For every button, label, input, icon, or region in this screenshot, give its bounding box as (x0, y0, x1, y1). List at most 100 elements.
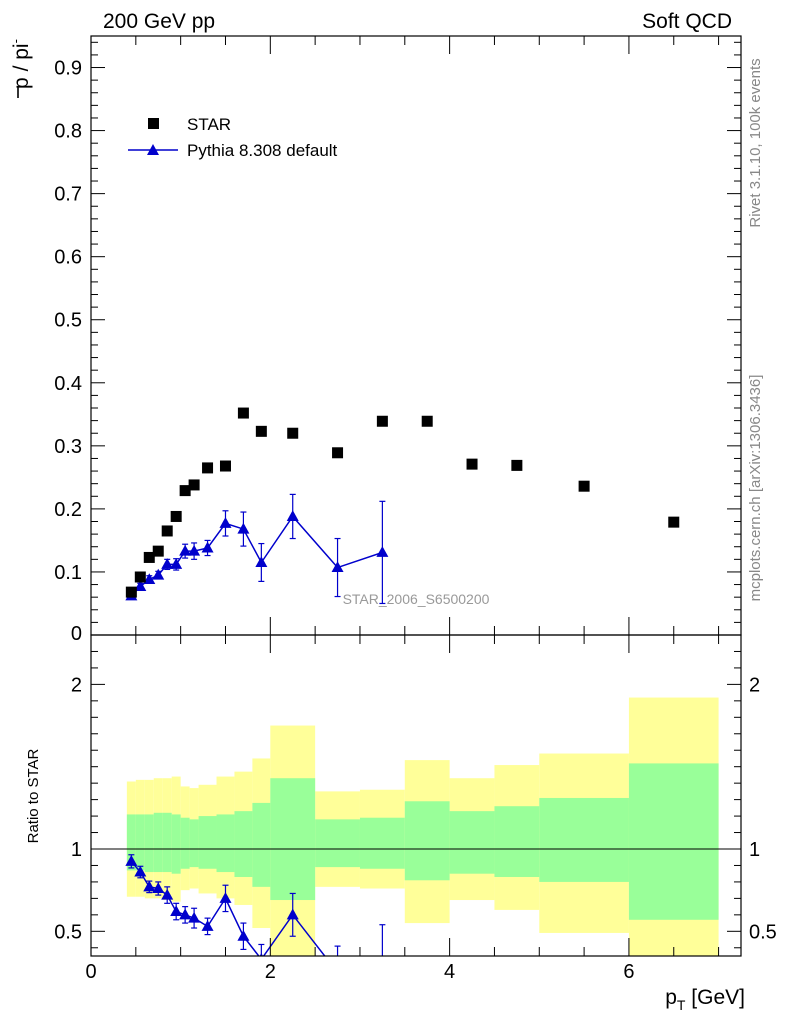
ratio-point-2 (143, 880, 156, 892)
ratio-y-axis-label: Ratio to STAR (25, 748, 42, 843)
main-ytick-label-8: 0.9 (54, 58, 82, 80)
star-point-10 (237, 407, 249, 419)
pythia-point-2 (143, 573, 156, 585)
star-point-5 (170, 510, 182, 522)
header-left: 200 GeV pp (103, 10, 215, 33)
star-point-16 (466, 458, 478, 470)
pythia-point-11 (255, 556, 268, 567)
ratio-bands-inner (126, 763, 719, 920)
star-point-14 (376, 415, 388, 427)
pythia-point-9 (219, 517, 232, 528)
main-ytick-label-6: 0.7 (54, 184, 82, 206)
ratio-band-inner-9 (216, 814, 235, 873)
ratio-series-mc (125, 854, 386, 977)
legend-label-pythia: Pythia 8.308 default (187, 141, 338, 160)
ratio-point-4 (161, 888, 174, 900)
xtick-label-0: 0 (85, 961, 96, 983)
ratio-band-inner-11 (252, 802, 271, 887)
ratio-ytick-label-right-2: 2 (749, 674, 760, 696)
pythia-point-3 (152, 568, 165, 580)
ratio-band-inner-4 (162, 812, 172, 873)
ratio-band-inner-8 (198, 816, 217, 869)
star-point-4 (161, 525, 173, 537)
legend-marker-star (148, 118, 159, 129)
star-point-15 (421, 415, 433, 427)
main-ytick-label-7: 0.8 (54, 121, 82, 143)
ratio-ytick-label-left-1: 1 (71, 839, 82, 861)
star-point-6 (179, 485, 191, 497)
pythia-point-10 (237, 522, 250, 534)
ratio-band-inner-14 (359, 817, 405, 869)
star-point-0 (125, 586, 137, 598)
pythia-point-1 (134, 580, 147, 591)
ratio-band-inner-16 (449, 811, 495, 874)
axis-tick-labels: 0.1 0.2 0.3 0.4 0.5 0.6 0.7 0.8 0.9 0 0 2 4 6 0.5 0.5 1 1… (54, 58, 777, 983)
main-ytick-label-5: 0.6 (54, 247, 82, 269)
main-ytick-label-4: 0.5 (54, 310, 82, 332)
main-ytick-label-zero: 0 (71, 623, 82, 645)
pythia-point-7 (188, 544, 201, 556)
main-ytick-label-2: 0.3 (54, 436, 82, 458)
ratio-point-9 (219, 892, 232, 903)
star-point-11 (255, 425, 267, 437)
star-point-17 (511, 459, 523, 471)
ratio-point-3 (152, 882, 165, 894)
header-right: Soft QCD (642, 10, 732, 33)
ratio-ytick-label-right-1: 1 (749, 839, 760, 861)
legend-marker-pythia (147, 144, 159, 155)
ratio-band-inner-15 (404, 801, 450, 881)
star-point-8 (202, 462, 214, 474)
star-point-3 (152, 545, 164, 557)
ratio-band-inner-18 (539, 797, 629, 882)
ratio-ytick-label-left-2: 2 (71, 674, 82, 696)
axis-ticks (90, 36, 741, 956)
pythia-point-14 (376, 546, 389, 557)
side-label-top: Rivet 3.1.10, 100k events (747, 58, 764, 227)
ratio-band-inner-2 (144, 814, 154, 873)
main-y-axis-label: p / pi- (8, 39, 33, 89)
ratio-band-inner-3 (153, 812, 163, 873)
ratio-point-1 (134, 865, 147, 877)
ratio-ytick-label-left-0: 0.5 (54, 921, 82, 943)
pythia-point-6 (179, 544, 192, 556)
star-point-9 (219, 460, 231, 472)
ratio-band-inner-1 (135, 814, 145, 871)
star-point-7 (188, 479, 200, 491)
star-point-2 (143, 551, 155, 563)
legend-label-star: STAR (187, 115, 231, 134)
pythia-point-12 (286, 510, 299, 521)
ratio-point-6 (179, 908, 192, 920)
xtick-label-3: 6 (623, 961, 634, 983)
main-series-data (125, 407, 680, 598)
ratio-point-10 (237, 929, 250, 941)
pythia-point-5 (170, 558, 183, 569)
ratio-point-5 (170, 905, 183, 917)
ratio-point-12 (286, 908, 299, 920)
star-point-19 (668, 516, 680, 528)
xtick-label-1: 2 (265, 961, 276, 983)
ratio-band-inner-17 (494, 806, 540, 877)
ratio-point-13 (332, 966, 344, 977)
main-ytick-label-1: 0.2 (54, 499, 82, 521)
star-point-12 (287, 427, 299, 439)
ratio-point-0 (125, 855, 138, 866)
star-point-1 (134, 571, 146, 583)
pythia-point-8 (201, 541, 214, 553)
ratio-band-inner-0 (126, 814, 136, 871)
legend: STAR Pythia 8.308 default (128, 115, 338, 160)
side-label-bottom: mcplots.cern.ch [arXiv:1306.3436] (747, 375, 764, 602)
ratio-point-11 (259, 952, 264, 956)
ratio-band-inner-5 (171, 814, 181, 874)
x-axis-label: pT [GeV] (665, 986, 745, 1013)
star-point-18 (578, 480, 590, 492)
xtick-label-2: 4 (444, 961, 455, 983)
main-series-mc (125, 493, 389, 605)
ratio-ytick-label-right-0: 0.5 (749, 921, 777, 943)
star-point-13 (332, 447, 344, 459)
ratio-band-inner-13 (315, 819, 360, 868)
ratio-point-8 (201, 920, 214, 931)
ratio-frame (90, 634, 742, 957)
ratio-band-inner-19 (628, 763, 719, 920)
pythia-point-13 (331, 561, 344, 573)
analysis-watermark: STAR_2006_S6500200 (343, 591, 490, 607)
